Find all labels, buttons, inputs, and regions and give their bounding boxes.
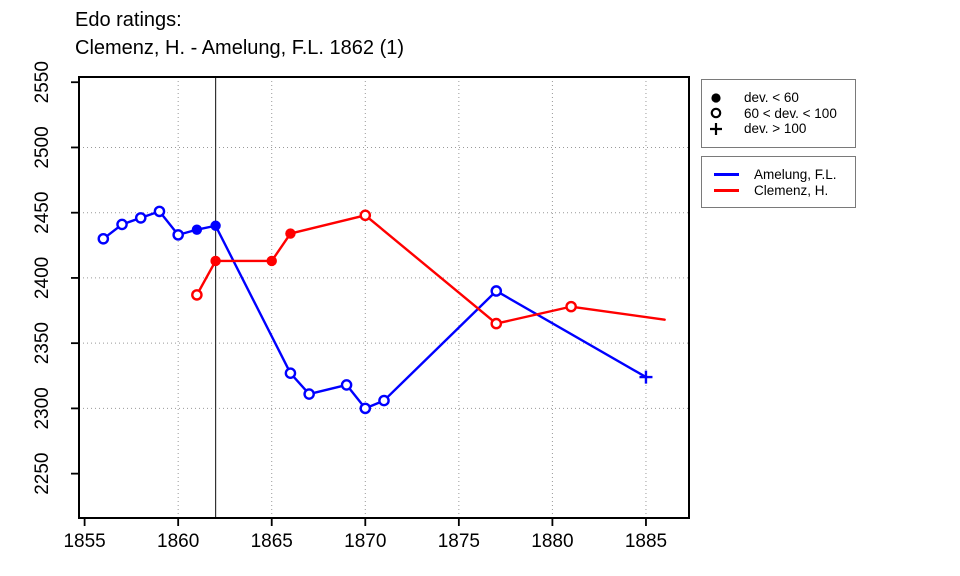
x-tick-label: 1875 [438, 531, 480, 552]
x-tick-label: 1860 [157, 531, 199, 552]
data-point-filled [285, 228, 296, 239]
y-tick-label: 2350 [32, 322, 53, 364]
data-point-open [284, 367, 297, 379]
data-point-open [303, 388, 315, 400]
marker-legend-box: dev. < 60 60 < dev. < 100 dev. > 100 [701, 79, 856, 148]
series-legend-row: Amelung, F.L. [702, 167, 855, 183]
y-tick-label: 2250 [32, 452, 53, 494]
x-tick-label: 1870 [344, 531, 386, 552]
data-point-filled [191, 224, 203, 235]
data-point-open [153, 205, 166, 218]
data-point-open [134, 212, 147, 224]
data-point-open [378, 394, 390, 407]
x-tick-label: 1855 [63, 531, 105, 552]
marker-legend-row: 60 < dev. < 100 [702, 106, 855, 122]
data-point-open [490, 285, 503, 297]
chart-subtitle: Clemenz, H. - Amelung, F.L. 1862 (1) [75, 37, 405, 59]
x-tick-label: 1865 [251, 531, 293, 552]
data-point-open [490, 317, 503, 330]
data-point-open [359, 402, 372, 415]
clemenz-line-swatch [714, 188, 739, 192]
data-point-open [340, 379, 353, 391]
data-point-plus [639, 370, 653, 384]
series-legend-row: Clemenz, H. [702, 183, 855, 199]
marker-legend-row: dev. > 100 [702, 121, 855, 137]
data-point-open [359, 209, 372, 222]
open-circle-icon [709, 106, 723, 120]
plus-icon [709, 122, 723, 136]
filled-circle-icon [709, 91, 723, 105]
chart-title: Edo ratings: [75, 9, 182, 31]
data-point-filled [210, 255, 221, 267]
data-point-open [97, 232, 110, 245]
data-point-filled [266, 255, 277, 267]
y-tick-label: 2450 [32, 192, 53, 234]
data-point-open [172, 229, 184, 241]
y-tick-label: 2500 [32, 126, 53, 168]
data-point-open [191, 289, 203, 301]
marker-legend-row: dev. < 60 [702, 90, 855, 106]
series-legend-box: Amelung, F.L. Clemenz, H. [701, 156, 856, 208]
data-point-open [116, 218, 128, 231]
series-line-1 [195, 214, 666, 325]
plot-frame [78, 76, 690, 519]
data-point-open [565, 300, 577, 313]
y-tick-label: 2300 [32, 387, 53, 429]
amelung-line-swatch [714, 173, 739, 177]
marker-legend-label: dev. < 60 [744, 90, 799, 106]
x-tick-label: 1880 [531, 531, 573, 552]
series-line-0 [102, 210, 648, 410]
marker-legend-label: dev. > 100 [744, 121, 807, 137]
y-tick-label: 2550 [32, 61, 53, 103]
marker-legend-label: 60 < dev. < 100 [744, 105, 837, 121]
data-point-filled [210, 220, 221, 231]
y-tick-label: 2400 [32, 257, 53, 299]
x-tick-label: 1885 [625, 531, 667, 552]
series-legend-label: Amelung, F.L. [754, 167, 837, 183]
series-legend-label: Clemenz, H. [754, 182, 829, 198]
